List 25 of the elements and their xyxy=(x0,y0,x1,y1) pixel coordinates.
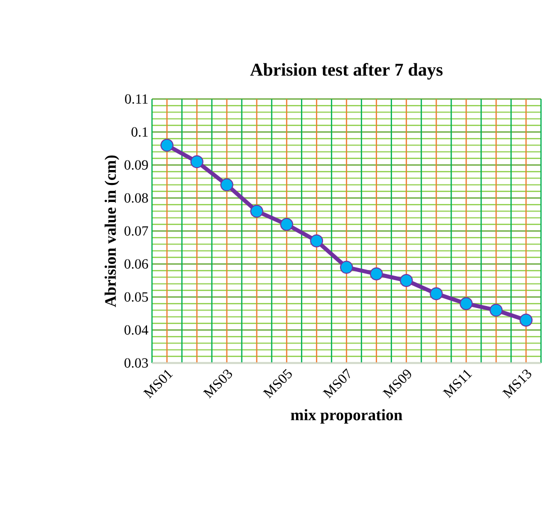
chart-title: Abrision test after 7 days xyxy=(250,62,443,80)
y-tick-label: 0.08 xyxy=(124,193,148,203)
y-tick-label: 0.09 xyxy=(124,160,148,170)
point xyxy=(520,314,533,327)
y-tick-label: 0.07 xyxy=(124,226,148,236)
y-tick-label: 0.11 xyxy=(125,94,148,104)
point xyxy=(490,304,503,317)
point xyxy=(190,155,204,168)
y-tick-label: 0.1 xyxy=(132,127,148,137)
point xyxy=(460,297,473,310)
point xyxy=(250,204,264,218)
point xyxy=(430,287,443,300)
point xyxy=(310,234,324,248)
y-tick-label: 0.05 xyxy=(124,292,148,302)
x-axis-title: mix proporation xyxy=(290,409,402,424)
point xyxy=(340,260,354,274)
y-tick-label: 0.04 xyxy=(124,325,148,335)
point xyxy=(400,274,413,287)
point xyxy=(280,218,294,231)
point xyxy=(370,267,383,280)
point xyxy=(160,138,174,152)
y-tick-label: 0.06 xyxy=(124,259,148,269)
point xyxy=(220,178,234,192)
y-axis-title: Abrision value in (cm) xyxy=(104,155,120,308)
y-tick-label: 0.03 xyxy=(124,358,148,368)
